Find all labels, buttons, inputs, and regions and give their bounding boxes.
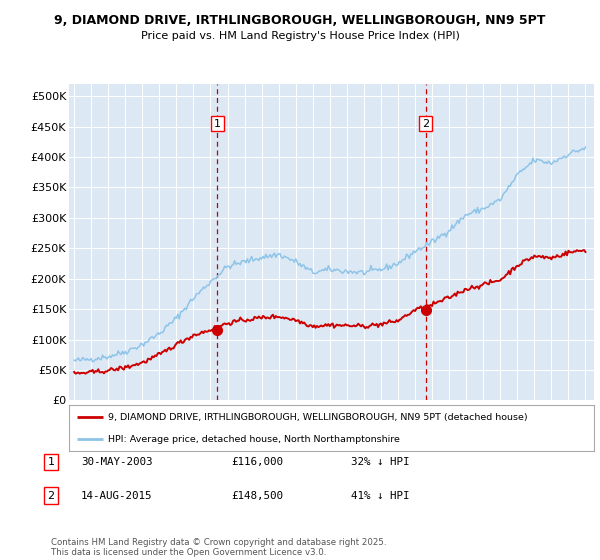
Text: 9, DIAMOND DRIVE, IRTHLINGBOROUGH, WELLINGBOROUGH, NN9 5PT (detached house): 9, DIAMOND DRIVE, IRTHLINGBOROUGH, WELLI… bbox=[109, 413, 528, 422]
Text: Price paid vs. HM Land Registry's House Price Index (HPI): Price paid vs. HM Land Registry's House … bbox=[140, 31, 460, 41]
Text: 30-MAY-2003: 30-MAY-2003 bbox=[81, 457, 152, 467]
Text: 1: 1 bbox=[214, 119, 221, 129]
Text: 32% ↓ HPI: 32% ↓ HPI bbox=[351, 457, 409, 467]
Text: 41% ↓ HPI: 41% ↓ HPI bbox=[351, 491, 409, 501]
Text: 2: 2 bbox=[422, 119, 429, 129]
Text: 1: 1 bbox=[47, 457, 55, 467]
Text: £148,500: £148,500 bbox=[231, 491, 283, 501]
Text: 14-AUG-2015: 14-AUG-2015 bbox=[81, 491, 152, 501]
Text: 2: 2 bbox=[47, 491, 55, 501]
Text: 9, DIAMOND DRIVE, IRTHLINGBOROUGH, WELLINGBOROUGH, NN9 5PT: 9, DIAMOND DRIVE, IRTHLINGBOROUGH, WELLI… bbox=[55, 14, 545, 27]
Text: Contains HM Land Registry data © Crown copyright and database right 2025.
This d: Contains HM Land Registry data © Crown c… bbox=[51, 538, 386, 557]
Text: HPI: Average price, detached house, North Northamptonshire: HPI: Average price, detached house, Nort… bbox=[109, 435, 400, 444]
Text: £116,000: £116,000 bbox=[231, 457, 283, 467]
